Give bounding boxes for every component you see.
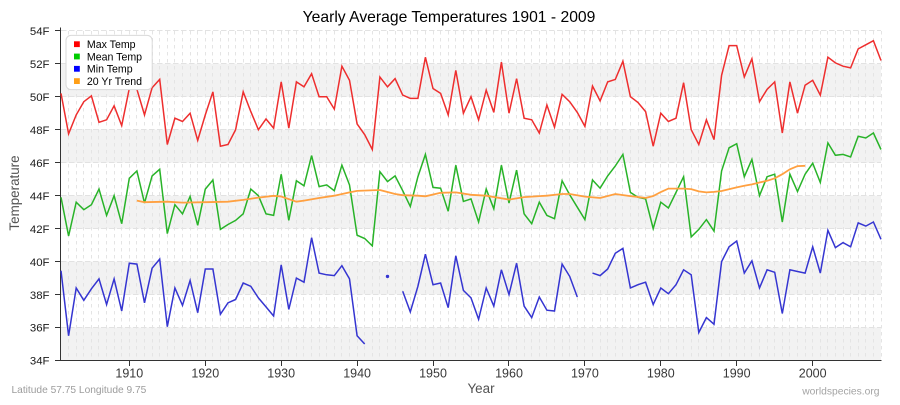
svg-text:1930: 1930: [267, 367, 295, 381]
svg-text:Temperature: Temperature: [7, 155, 22, 230]
svg-text:1960: 1960: [495, 367, 523, 381]
svg-text:1940: 1940: [343, 367, 371, 381]
svg-text:Max Temp: Max Temp: [87, 39, 136, 51]
svg-text:46F: 46F: [30, 158, 50, 170]
svg-text:52F: 52F: [30, 59, 50, 71]
svg-text:50F: 50F: [30, 92, 50, 104]
svg-text:1920: 1920: [191, 367, 219, 381]
svg-text:1980: 1980: [647, 367, 675, 381]
svg-text:20 Yr Trend: 20 Yr Trend: [87, 76, 142, 88]
svg-text:54F: 54F: [30, 26, 50, 38]
svg-text:34F: 34F: [30, 356, 50, 368]
svg-text:1970: 1970: [571, 367, 599, 381]
svg-text:44F: 44F: [30, 191, 50, 203]
svg-text:1990: 1990: [723, 367, 751, 381]
svg-text:Mean Temp: Mean Temp: [87, 51, 142, 63]
svg-text:1910: 1910: [115, 367, 143, 381]
svg-text:1950: 1950: [419, 367, 447, 381]
svg-text:2000: 2000: [799, 367, 827, 381]
svg-text:36F: 36F: [30, 323, 50, 335]
svg-text:Min Temp: Min Temp: [87, 64, 133, 76]
svg-text:Year: Year: [467, 381, 495, 396]
svg-text:Yearly Average Temperatures 19: Yearly Average Temperatures 1901 - 2009: [303, 9, 596, 26]
svg-text:Latitude 57.75 Longitude 9.75: Latitude 57.75 Longitude 9.75: [12, 385, 147, 396]
svg-text:worldspecies.org: worldspecies.org: [801, 386, 880, 397]
svg-text:48F: 48F: [30, 125, 50, 137]
svg-text:42F: 42F: [30, 224, 50, 236]
svg-text:38F: 38F: [30, 290, 50, 302]
svg-text:40F: 40F: [30, 257, 50, 269]
